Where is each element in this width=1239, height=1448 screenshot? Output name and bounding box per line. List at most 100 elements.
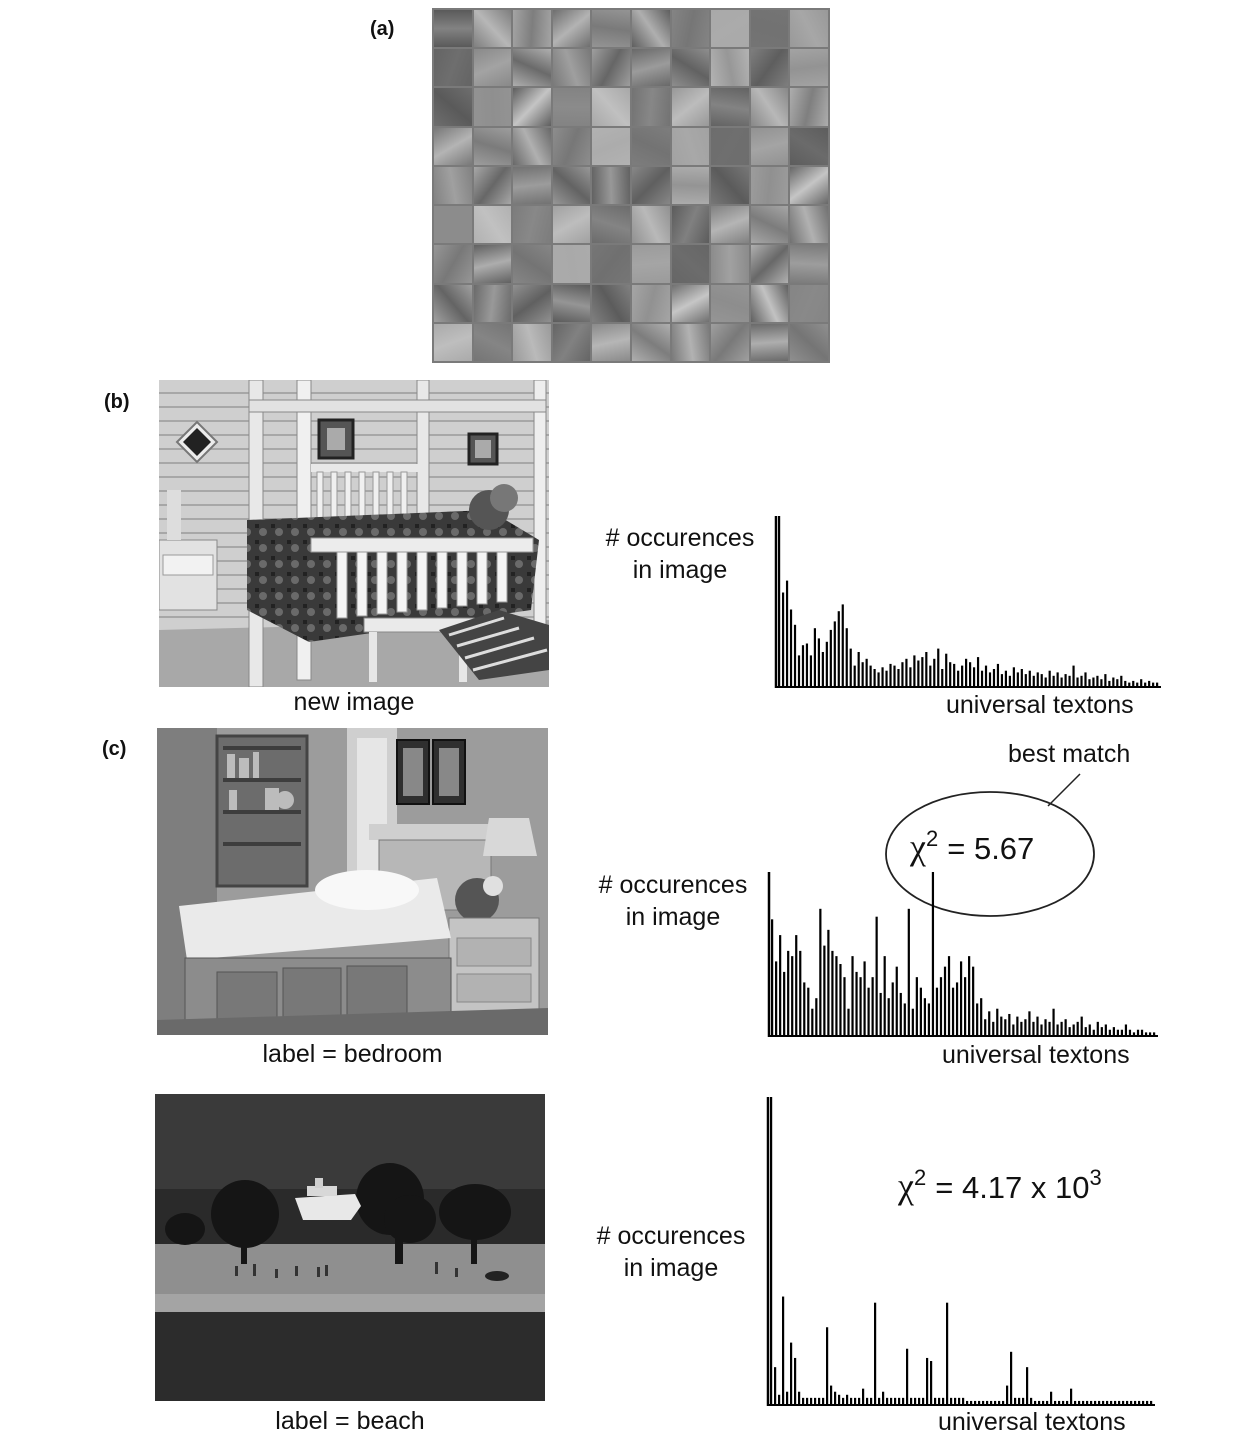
histogram-bar — [837, 611, 840, 686]
histogram-bar — [996, 1008, 999, 1035]
histogram-bar — [1144, 1032, 1148, 1035]
histogram-bar — [1052, 1008, 1055, 1035]
histogram-bar — [818, 1397, 821, 1404]
histogram-bar — [919, 987, 922, 1035]
histogram-bar — [875, 916, 878, 1035]
texton-patch — [711, 166, 749, 205]
histogram-bar — [779, 935, 782, 1035]
histogram-bar — [778, 1394, 781, 1404]
histogram-bar — [921, 657, 924, 686]
histogram-bar — [899, 992, 902, 1035]
histogram-bar — [1106, 1400, 1109, 1404]
texton-patch — [552, 88, 591, 126]
histogram-bar — [874, 1302, 877, 1404]
histogram-bar — [1136, 1029, 1140, 1035]
texton-patch — [790, 166, 828, 205]
histogram-bar — [994, 1400, 997, 1404]
histogram-bar — [955, 982, 959, 1035]
hist-beach-ylabel: # occurences in image — [576, 1220, 766, 1284]
texton-patch — [434, 245, 472, 283]
histogram-bar — [1058, 1400, 1061, 1404]
histogram-bar — [1072, 1024, 1075, 1035]
histogram-bar — [891, 982, 894, 1035]
texton-patch — [711, 206, 749, 244]
texton-patch — [592, 245, 630, 283]
new-image-caption: new image — [293, 688, 415, 716]
histogram-bar — [972, 966, 975, 1035]
histogram-beach — [766, 1097, 1155, 1406]
histogram-bar — [847, 1008, 850, 1035]
histogram-bar — [887, 998, 890, 1035]
texton-patch — [473, 88, 512, 126]
histogram-bar — [992, 669, 996, 686]
histogram-bar — [886, 1397, 889, 1404]
texton-patch — [552, 323, 591, 361]
histogram-bar — [934, 1397, 937, 1404]
histogram-bar — [785, 580, 789, 686]
histogram-bar — [1134, 1400, 1137, 1404]
histogram-bar — [1000, 1016, 1003, 1035]
histogram-bar — [1072, 665, 1075, 686]
histogram-bar — [1120, 1029, 1124, 1035]
texton-patch — [790, 10, 828, 48]
chi-square-bedroom-value: = 5.67 — [947, 831, 1035, 866]
histogram-bar — [1006, 1385, 1009, 1404]
histogram-bar — [990, 1400, 993, 1404]
texton-patch — [671, 49, 710, 87]
texton-patch — [592, 49, 630, 87]
texton-patch — [552, 127, 591, 165]
texton-patch — [631, 206, 670, 244]
histogram-bar — [1084, 672, 1087, 686]
bedroom-training-photo — [157, 728, 548, 1035]
histogram-bar — [1068, 1027, 1071, 1035]
histogram-bar — [1136, 682, 1139, 686]
histogram-bar — [1080, 1016, 1083, 1035]
histogram-bar — [1132, 1032, 1136, 1035]
texton-patch — [513, 166, 551, 205]
histogram-bar — [1118, 1400, 1121, 1404]
texton-patch — [592, 127, 630, 165]
histogram-bar — [1092, 1029, 1095, 1035]
beach-caption: label = beach — [275, 1407, 425, 1435]
histogram-bar — [1030, 1397, 1033, 1404]
histogram-bar — [798, 1391, 801, 1404]
chi-square-beach: χ2 = 4.17 x 103 — [898, 1165, 1102, 1207]
histogram-bar — [1050, 1391, 1053, 1404]
histogram-bar — [1074, 1400, 1077, 1404]
histogram-bar — [1022, 1397, 1025, 1404]
histogram-bar — [931, 872, 935, 1035]
histogram-bar — [964, 977, 967, 1035]
histogram-bar — [791, 956, 794, 1035]
histogram-bar — [778, 516, 781, 686]
texton-patch — [513, 88, 551, 126]
histogram-bar — [938, 1397, 941, 1404]
histogram-bar — [862, 1388, 865, 1404]
histogram-bar — [842, 1397, 845, 1404]
histogram-bar — [895, 966, 898, 1035]
texton-patch — [473, 206, 512, 244]
histogram-bar — [882, 1391, 885, 1404]
hist-bedroom-ylabel-line2: in image — [625, 903, 721, 931]
histogram-bar — [965, 658, 968, 686]
texton-patch — [513, 206, 551, 244]
texton-patch — [513, 284, 551, 322]
histogram-bar — [949, 662, 952, 686]
texton-patch — [671, 245, 710, 283]
hist-beach-xlabel: universal textons — [938, 1408, 1126, 1436]
histogram-bar — [1082, 1400, 1085, 1404]
histogram-bar — [878, 1397, 881, 1404]
histogram-bar — [922, 1397, 925, 1404]
histogram-bar — [829, 629, 832, 686]
histogram-bar — [905, 658, 908, 686]
histogram-bar — [1128, 1029, 1132, 1035]
histogram-bar — [793, 624, 797, 686]
histogram-bar — [976, 1003, 979, 1035]
histogram-bar — [946, 1302, 949, 1404]
texton-patch — [790, 284, 828, 322]
texton-patch — [790, 49, 828, 87]
histogram-bar — [929, 665, 932, 686]
histogram-bar — [972, 667, 976, 686]
histogram-bar — [854, 1397, 857, 1404]
texton-patch — [671, 10, 710, 48]
histogram-bar — [961, 665, 964, 686]
